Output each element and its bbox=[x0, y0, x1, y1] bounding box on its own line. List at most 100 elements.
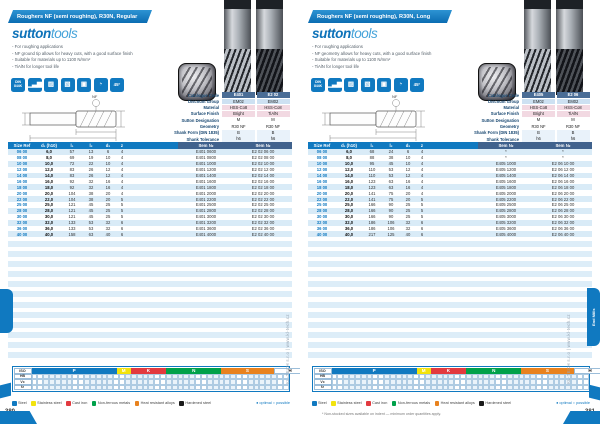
cutting-cell bbox=[483, 384, 490, 391]
cutting-cell bbox=[60, 384, 67, 391]
cutting-cell bbox=[271, 384, 277, 391]
cutting-cell bbox=[448, 373, 455, 380]
dim-value: 45 bbox=[88, 202, 94, 208]
cutting-cell bbox=[582, 373, 589, 380]
spec-value: TiAlN bbox=[556, 111, 590, 117]
cutting-cell bbox=[465, 373, 472, 380]
spec-value: Bright bbox=[522, 111, 555, 117]
cutting-cell bbox=[31, 373, 38, 380]
dim-value: 25,0 bbox=[344, 202, 354, 208]
cutting-cell bbox=[425, 379, 431, 385]
table-row: 32 00 32,0 186 106 32 6 E405 3200 E2 06 32 00 bbox=[308, 219, 592, 226]
cutting-cell bbox=[177, 384, 184, 391]
dim-value: 4 bbox=[420, 149, 424, 155]
cutting-cell bbox=[95, 379, 102, 385]
spec-label: Discount Group bbox=[488, 98, 519, 104]
cutting-cell bbox=[349, 373, 355, 380]
column-header: l₂ bbox=[89, 143, 93, 148]
cutting-cell bbox=[349, 379, 355, 385]
size-ref: 32 00 bbox=[16, 220, 28, 226]
cutting-cell bbox=[200, 373, 207, 380]
legend-note: ● optimal ○ possible bbox=[556, 401, 590, 406]
item-number: E2 02 36 00 bbox=[251, 226, 275, 232]
dim-value: 10,0 bbox=[344, 161, 354, 167]
dim-value: 32 bbox=[405, 220, 411, 226]
dim-value: 12,0 bbox=[344, 167, 354, 173]
cutting-cell bbox=[372, 373, 379, 380]
cutting-cell bbox=[460, 379, 466, 385]
cutting-cell bbox=[518, 384, 525, 391]
cutting-cell bbox=[72, 373, 79, 380]
bullet-item: TiAlN for longer tool life bbox=[12, 64, 162, 71]
legend-swatch bbox=[31, 401, 36, 406]
cutting-cell bbox=[236, 384, 242, 391]
item-number: E405 3200 bbox=[495, 220, 517, 226]
dim-value: 92 bbox=[69, 178, 75, 184]
dim-value: 38 bbox=[388, 155, 394, 161]
dim-value: 32 bbox=[88, 178, 94, 184]
cutting-cell bbox=[454, 384, 461, 391]
page-title-bar: Roughers NF (semi roughing), R30N, Regul… bbox=[8, 10, 152, 23]
cutting-cell bbox=[401, 373, 408, 380]
dim-value: 4 bbox=[420, 155, 424, 161]
cutting-cell bbox=[212, 373, 219, 380]
cutting-cell bbox=[218, 379, 225, 385]
cutting-cell bbox=[495, 379, 501, 385]
cutting-cell bbox=[142, 373, 149, 380]
dimension-drawing: NF bbox=[22, 94, 142, 142]
spec-value: h6 bbox=[256, 136, 290, 142]
cutting-cell bbox=[206, 373, 213, 380]
size-ref: 12 00 bbox=[16, 167, 28, 173]
dim-value: 4 bbox=[120, 149, 124, 155]
cutting-cell bbox=[524, 379, 531, 385]
tool-photo-coated bbox=[256, 0, 283, 95]
page-title: Roughers NF (semi roughing), R30N, Long bbox=[317, 13, 431, 20]
cutter-closeup-photo bbox=[178, 63, 216, 101]
cutting-cell bbox=[372, 384, 379, 391]
cutting-cell bbox=[565, 384, 572, 391]
item-number: E2 06 20 00 bbox=[551, 190, 575, 196]
cutting-cell bbox=[165, 379, 172, 385]
size-ref: 12 00 bbox=[316, 167, 328, 173]
dim-value: 25 bbox=[405, 214, 411, 220]
dim-value: 38 bbox=[88, 190, 94, 196]
item-number: E2 02 08 00 bbox=[251, 155, 275, 161]
catalog-page: Roughers NF (semi roughing), R30N, Long … bbox=[300, 0, 600, 424]
cutting-cell bbox=[500, 384, 507, 391]
side-milling-icon: ▧ bbox=[360, 78, 375, 92]
item-number: E405 2000 bbox=[495, 190, 517, 196]
cutting-cell bbox=[553, 373, 560, 380]
cutting-row-label: HB bbox=[313, 373, 332, 380]
empty-stripe bbox=[308, 321, 592, 328]
dim-value: 166 bbox=[368, 214, 376, 220]
dim-value: 24 bbox=[388, 149, 394, 155]
spec-value: R30 NF bbox=[531, 123, 546, 129]
dim-value: 6 bbox=[120, 226, 124, 232]
cutting-cell bbox=[224, 384, 231, 391]
dim-value: 8,0 bbox=[346, 155, 352, 161]
cutting-cell bbox=[541, 384, 548, 391]
dim-value: 141 bbox=[368, 190, 376, 196]
dim-value: 63 bbox=[388, 184, 394, 190]
dim-value: 25 bbox=[405, 202, 411, 208]
cutting-cell bbox=[66, 379, 73, 385]
dim-value: 88 bbox=[369, 155, 375, 161]
size-ref: 22 00 bbox=[16, 196, 28, 202]
ramp-steps-icon: ▁▃▆ bbox=[327, 78, 342, 92]
dim-value: 83 bbox=[69, 173, 75, 178]
left-corner-bar bbox=[0, 411, 37, 424]
dim-value: 19 bbox=[88, 155, 94, 161]
spec-row: Discount Group EM02 EM02 bbox=[148, 98, 292, 105]
legend-item: Steel bbox=[312, 401, 327, 406]
cutting-cell bbox=[384, 373, 390, 380]
legend-label: Stainless steel bbox=[37, 401, 62, 406]
cutting-cell bbox=[195, 373, 201, 380]
spec-label: Shank Form (DIN 1835) bbox=[174, 130, 219, 136]
item-number: E2 02 12 00 bbox=[251, 167, 275, 173]
cutting-cell bbox=[536, 384, 542, 391]
legend-item: Stainless steel bbox=[331, 401, 362, 406]
item-number: * bbox=[562, 155, 564, 161]
cutting-cell bbox=[148, 379, 155, 385]
cutting-cell bbox=[331, 379, 338, 385]
